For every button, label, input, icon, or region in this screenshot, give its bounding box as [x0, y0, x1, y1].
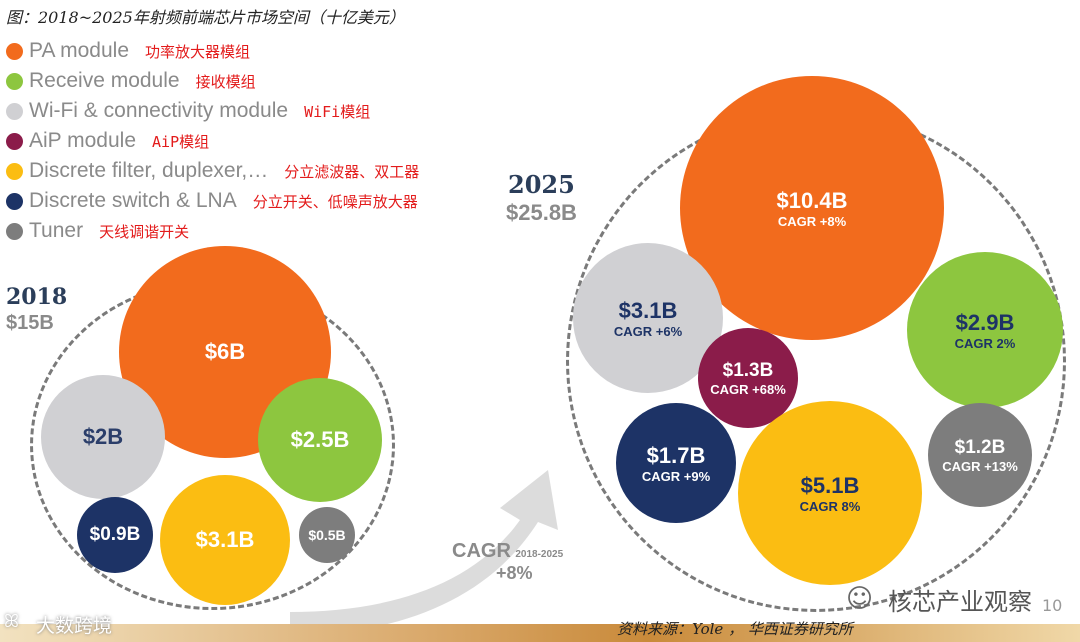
bubble-cagr-label: CAGR +68%	[710, 381, 786, 397]
legend-label-cn: 天线调谐开关	[99, 222, 190, 241]
legend-swatch-icon	[6, 132, 23, 150]
legend-item: Discrete filter, duplexer,… 分立滤波器、双工器	[6, 156, 419, 186]
bubble-value-label: $1.3B	[722, 359, 774, 381]
overall-cagr: CAGR 2018-2025 +8%	[452, 540, 563, 584]
year-2018: 2018	[6, 284, 68, 310]
legend: PA module 功率放大器模组 Receive module 接收模组 Wi-Fi …	[6, 36, 419, 246]
watermark-logo-icon: ꕤ	[4, 611, 19, 632]
growth-arrow-shape	[290, 470, 558, 635]
wechat-icon: ☺	[846, 584, 874, 614]
bubble-2025: $5.1B CAGR 8%	[738, 401, 922, 585]
legend-label-cn: 分立开关、低噪声放大器	[252, 192, 418, 211]
bubble-cagr-label: CAGR +6%	[613, 323, 683, 339]
bubble-value-label: $6B	[204, 339, 246, 364]
watermark-left: 大数跨境	[36, 615, 113, 637]
legend-item: Wi-Fi & connectivity module WiFi模组	[6, 96, 419, 126]
bubble-value-label: $1.2B	[954, 436, 1006, 458]
bubble-value-label: $3.1B	[195, 527, 255, 552]
year-2025: 2025	[508, 170, 575, 199]
legend-swatch-icon	[6, 42, 23, 60]
legend-label-cn: AiP模组	[152, 132, 210, 151]
legend-label-cn: 分立滤波器、双工器	[284, 162, 420, 181]
legend-label: Tuner	[29, 219, 84, 242]
legend-swatch-icon	[6, 102, 23, 120]
bubble-2018: $0.5B	[299, 507, 355, 563]
bubble-value-label: $0.5B	[308, 527, 346, 543]
bubble-cagr-label: CAGR +13%	[942, 458, 1018, 474]
bubble-cagr-label: CAGR +8%	[777, 213, 847, 229]
legend-swatch-icon	[6, 192, 23, 210]
cagr-label: CAGR	[452, 540, 511, 562]
legend-label-cn: WiFi模组	[304, 102, 371, 121]
source-note: 资料来源：Yole ， 华西证券研究所	[617, 620, 853, 638]
legend-label: Wi-Fi & connectivity module	[29, 99, 289, 122]
legend-label: PA module	[29, 39, 130, 62]
legend-label-cn: 接收模组	[195, 72, 256, 91]
legend-label: Discrete filter, duplexer,…	[29, 159, 269, 182]
bubble-2025: $1.7B CAGR +9%	[616, 403, 736, 523]
legend-item: Receive module 接收模组	[6, 66, 419, 96]
legend-swatch-icon	[6, 222, 23, 240]
bubble-2018: $2B	[41, 375, 165, 499]
bubble-2025: $2.9B CAGR 2%	[907, 252, 1063, 408]
watermark-right: 核芯产业观察	[888, 588, 1032, 616]
legend-item: Tuner 天线调谐开关	[6, 216, 419, 246]
cagr-period: 2018-2025	[515, 549, 564, 560]
bubble-2018: $3.1B	[160, 475, 290, 605]
chart-title: 图：2018~2025年射频前端芯片市场空间（十亿美元）	[6, 8, 405, 27]
legend-label: Discrete switch & LNA	[29, 189, 237, 212]
legend-swatch-icon	[6, 72, 23, 90]
bubble-2025: $1.3B CAGR +68%	[698, 328, 798, 428]
bubble-value-label: $1.7B	[646, 442, 706, 468]
bubble-cagr-label: CAGR 8%	[799, 498, 861, 514]
bubble-2025: $1.2B CAGR +13%	[928, 403, 1032, 507]
bubble-2025: $10.4B CAGR +8%	[680, 76, 944, 340]
bubble-cagr-label: CAGR +9%	[641, 468, 711, 484]
bubble-value-label: $5.1B	[800, 472, 860, 498]
bubble-cagr-label: CAGR 2%	[954, 335, 1016, 351]
bubble-value-label: $3.1B	[618, 297, 678, 323]
legend-item: AiP module AiP模组	[6, 126, 419, 156]
page-number: 10	[1042, 596, 1063, 615]
bubble-value-label: $2.9B	[955, 309, 1015, 335]
bubble-2018: $2.5B	[258, 378, 382, 502]
legend-item: PA module 功率放大器模组	[6, 36, 419, 66]
cagr-value: +8%	[496, 563, 533, 583]
legend-label: Receive module	[29, 69, 180, 92]
bubble-value-label: $2.5B	[290, 427, 350, 452]
bubble-value-label: $10.4B	[776, 187, 848, 213]
total-2018: $15B	[6, 312, 54, 334]
legend-swatch-icon	[6, 162, 23, 180]
bubble-2018: $0.9B	[77, 497, 153, 573]
total-2025: $25.8B	[506, 200, 577, 225]
legend-label: AiP module	[29, 129, 137, 152]
bubble-value-label: $2B	[82, 424, 124, 449]
legend-label-cn: 功率放大器模组	[145, 42, 251, 61]
bubble-value-label: $0.9B	[89, 524, 141, 545]
legend-item: Discrete switch & LNA 分立开关、低噪声放大器	[6, 186, 419, 216]
footer-band	[0, 624, 1080, 642]
